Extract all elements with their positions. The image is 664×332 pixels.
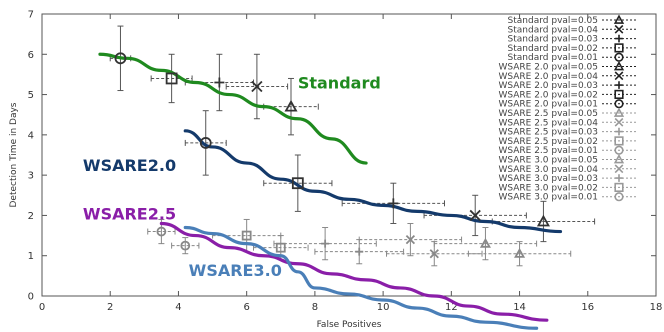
wsare2-0-curve: [183, 129, 563, 234]
legend-entry-label: WSARE 2.0 pval=0.03: [498, 81, 598, 91]
plus-marker: [321, 239, 330, 248]
triangle-marker: [613, 61, 625, 71]
x-marker: [251, 80, 263, 93]
circle-marker: [614, 192, 624, 202]
triangle-marker: [613, 14, 625, 24]
legend-entry-label: WSARE 3.0 pval=0.02: [498, 183, 598, 193]
legend-entry-label: WSARE 2.0 pval=0.05: [498, 63, 598, 73]
circle-marker: [614, 145, 624, 155]
legend-entry-label: Standard pval=0.04: [508, 25, 599, 35]
x-marker: [614, 71, 624, 81]
trend-curves: [98, 52, 563, 330]
data-markers: [114, 52, 550, 259]
x-tick-label: 6: [243, 302, 249, 313]
square-marker: [614, 43, 624, 53]
y-tick-label: 2: [28, 211, 34, 222]
plus-marker: [355, 247, 364, 256]
square-marker: [614, 136, 624, 146]
x-axis-label: False Positives: [317, 320, 382, 330]
triangle-marker: [613, 154, 625, 164]
x-marker: [614, 117, 624, 127]
x-tick-label: 4: [175, 302, 181, 313]
square-marker: [291, 177, 304, 190]
x-tick-label: 8: [312, 302, 318, 313]
x-tick-label: 14: [513, 302, 526, 313]
y-tick-label: 6: [28, 50, 34, 61]
circle-marker: [614, 99, 624, 109]
circle-marker: [614, 52, 624, 62]
plus-marker: [214, 77, 225, 88]
y-tick-label: 5: [28, 90, 34, 101]
legend-entry-label: WSARE 3.0 pval=0.05: [498, 156, 598, 166]
legend-entry-label: WSARE 2.5 pval=0.05: [498, 109, 598, 119]
square-marker: [241, 230, 252, 241]
wsare2-0-annotation: WSARE2.0: [83, 156, 176, 175]
legend-entry-label: WSARE 3.0 pval=0.01: [498, 193, 598, 203]
y-tick-label: 4: [28, 130, 34, 141]
circle-marker: [199, 137, 212, 149]
standard-curve: [98, 52, 368, 165]
square-marker: [165, 72, 178, 85]
legend-entry-label: WSARE 2.5 pval=0.02: [498, 137, 598, 147]
x-tick-label: 10: [377, 302, 390, 313]
legend-entry-label: WSARE 2.0 pval=0.04: [498, 72, 598, 82]
triangle-marker: [479, 237, 491, 248]
x-marker: [614, 164, 624, 174]
y-tick-label: 3: [28, 171, 34, 182]
triangle-marker: [536, 214, 550, 227]
x-marker: [614, 24, 624, 34]
square-marker: [275, 242, 286, 253]
legend-entry-label: WSARE 2.5 pval=0.04: [498, 118, 598, 128]
legend-entry-label: Standard pval=0.02: [508, 44, 598, 54]
x-marker: [469, 209, 481, 222]
y-tick-label: 7: [28, 10, 34, 21]
triangle-marker: [514, 247, 526, 258]
square-marker: [614, 89, 624, 99]
plus-marker: [615, 34, 623, 43]
legend-entry-label: Standard pval=0.03: [508, 35, 598, 45]
circle-marker: [156, 226, 167, 237]
x-tick-label: 2: [107, 302, 113, 313]
wsare3-0-curve: [183, 225, 539, 330]
legend-entry-label: Standard pval=0.01: [508, 53, 598, 63]
circle-marker: [114, 52, 127, 65]
legend-entry-label: Standard pval=0.05: [508, 16, 598, 26]
triangle-marker: [613, 107, 625, 117]
legend-entry-label: WSARE 2.5 pval=0.03: [498, 128, 598, 138]
plus-marker: [615, 127, 623, 136]
y-tick-label: 0: [28, 292, 34, 303]
curve-annotations: Standard WSARE2.0 WSARE2.5 WSARE3.0: [83, 74, 381, 280]
plot-frame: [41, 13, 657, 297]
plus-marker: [615, 174, 623, 182]
plus-marker: [388, 198, 399, 209]
x-marker: [429, 249, 439, 259]
legend-entry-label: WSARE 3.0 pval=0.04: [498, 165, 598, 175]
legend-entry-label: WSARE 3.0 pval=0.03: [498, 174, 598, 184]
y-axis-label: Detection Time in Days: [9, 102, 19, 207]
wsare2-5-curve: [159, 221, 549, 322]
x-tick-label: 18: [650, 302, 663, 313]
plus-marker: [615, 81, 623, 89]
wsare2-5-annotation: WSARE2.5: [83, 204, 176, 223]
legend-entry-label: WSARE 2.5 pval=0.01: [498, 146, 598, 156]
x-tick-label: 0: [39, 302, 45, 313]
x-tick-label: 16: [581, 302, 594, 313]
x-marker: [405, 234, 416, 245]
circle-marker: [180, 240, 191, 251]
square-marker: [614, 182, 624, 193]
legend-entry-label: WSARE 2.0 pval=0.01: [498, 100, 598, 110]
wsare3-0-annotation: WSARE3.0: [189, 261, 282, 280]
y-tick-label: 1: [28, 251, 34, 262]
triangle-marker: [284, 99, 298, 112]
x-tick-label: 12: [445, 302, 458, 313]
legend-entry-label: WSARE 2.0 pval=0.02: [498, 90, 598, 100]
standard-annotation: Standard: [298, 74, 381, 93]
